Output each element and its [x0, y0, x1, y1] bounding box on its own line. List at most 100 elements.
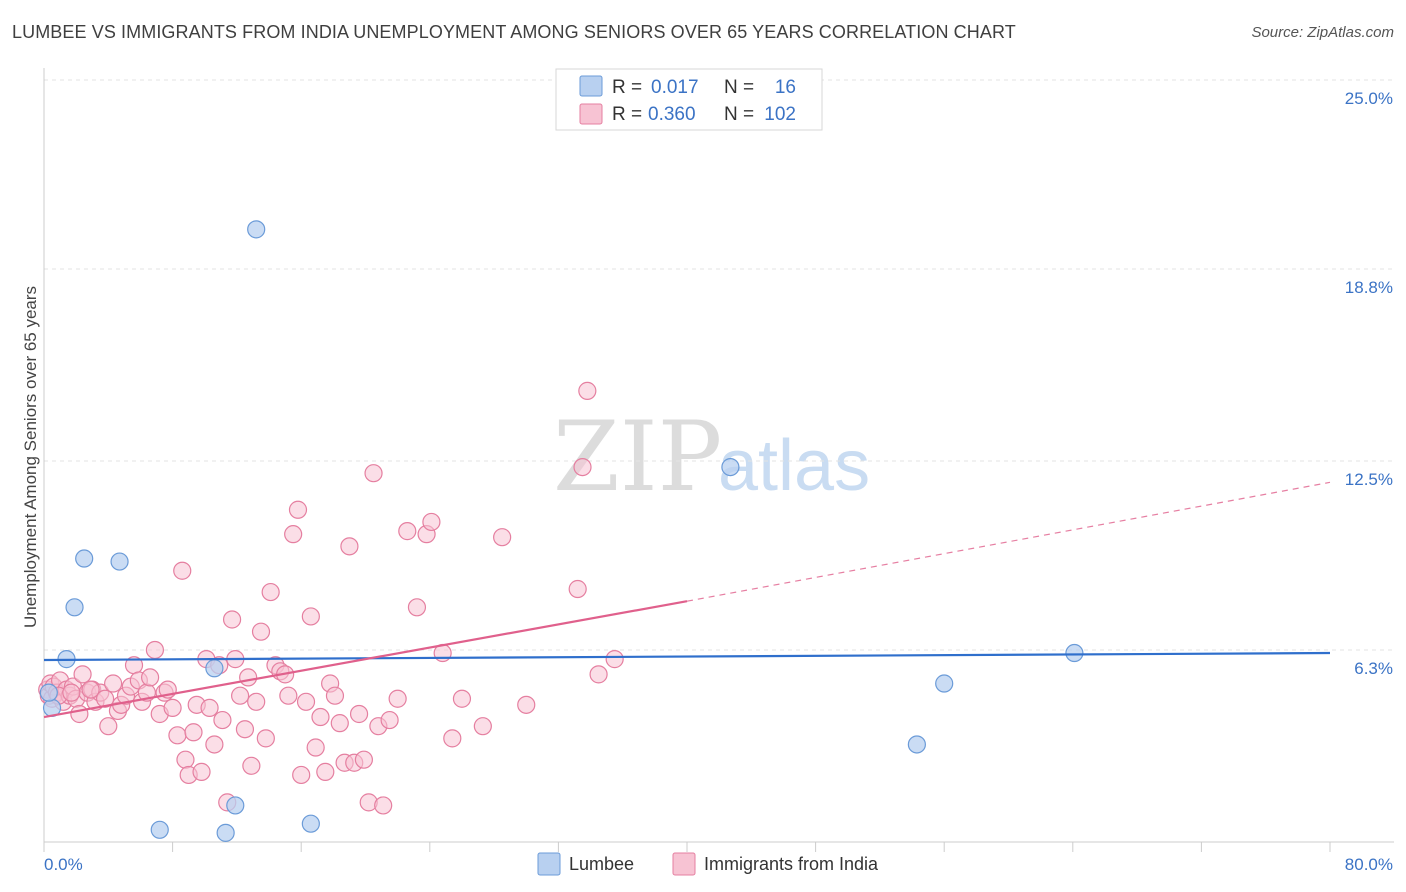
india-point-91 [473, 717, 492, 736]
legend-swatch-india [579, 103, 603, 125]
y-axis-label: Unemployment Among Seniors over 65 years [21, 286, 40, 628]
india-point-98 [605, 650, 624, 669]
india-point-56 [256, 729, 275, 748]
bottom-legend: Lumbee Immigrants from India [537, 852, 879, 876]
india-point-97 [589, 665, 608, 684]
india-point-46 [213, 710, 232, 730]
india-point-43 [200, 698, 219, 717]
india-point-62 [284, 525, 303, 544]
india-point-87 [422, 512, 441, 532]
india-point-39 [184, 723, 203, 742]
bottom-legend-lumbee: Lumbee [569, 854, 634, 874]
lumbee-point-6 [205, 659, 224, 678]
india-point-54 [247, 692, 266, 711]
india-point-71 [325, 686, 345, 705]
watermark: ZIP atlas [553, 401, 870, 513]
india-point-92 [493, 528, 512, 547]
india-point-85 [407, 598, 427, 617]
india-point-57 [261, 582, 280, 602]
lumbee-point-10 [301, 814, 320, 833]
lumbee-point-9 [247, 220, 266, 239]
bottom-legend-swatch-india [672, 852, 696, 876]
lumbee-point-8 [226, 796, 245, 815]
lumbee-point-5 [150, 820, 169, 839]
india-point-90 [452, 689, 472, 708]
india-point-81 [374, 796, 393, 815]
india-point-65 [296, 692, 316, 711]
legend-n-value-lumbee: 16 [775, 77, 796, 98]
india-point-68 [311, 707, 330, 727]
lumbee-point-11 [721, 457, 740, 477]
india-point-83 [388, 689, 407, 708]
legend-r-label-india: R = [612, 104, 642, 125]
india-point-51 [235, 720, 255, 739]
india-point-18 [95, 689, 115, 708]
chart-title: LUMBEE VS IMMIGRANTS FROM INDIA UNEMPLOY… [12, 22, 1016, 42]
india-point-50 [231, 686, 250, 705]
india-point-64 [292, 765, 311, 785]
india-point-95 [573, 457, 592, 477]
india-point-41 [192, 762, 211, 781]
lumbee-points [39, 220, 1084, 842]
watermark-zip: ZIP [553, 401, 722, 513]
india-point-82 [380, 710, 399, 730]
india-point-76 [349, 704, 369, 724]
india-point-79 [364, 464, 383, 483]
y-tick-labels: 6.3% 12.5% 18.8% 25.0% [1345, 89, 1393, 678]
y-tick-label-1: 12.5% [1345, 470, 1393, 489]
lumbee-point-2 [65, 598, 84, 617]
india-point-37 [176, 750, 195, 769]
legend-r-value-india: 0.360 [648, 104, 696, 125]
y-tick-label-2: 18.8% [1345, 278, 1393, 297]
india-point-13 [73, 665, 92, 684]
x-tick-label-max: 80.0% [1345, 855, 1393, 874]
india-point-89 [443, 729, 462, 748]
legend-n-label-india: N = [724, 104, 754, 125]
india-point-52 [239, 668, 258, 687]
india-point-34 [163, 698, 182, 717]
india-point-66 [301, 607, 320, 626]
india-point-20 [104, 674, 123, 693]
lumbee-point-12 [907, 735, 926, 754]
legend-n-label-lumbee: N = [724, 77, 754, 98]
lumbee-point-7 [216, 823, 235, 842]
axes [43, 68, 1394, 852]
lumbee-point-14 [1065, 643, 1084, 663]
grid [44, 79, 1394, 651]
india-point-44 [205, 735, 224, 754]
india-point-74 [340, 537, 359, 556]
india-point-36 [173, 561, 192, 580]
bottom-legend-swatch-lumbee [537, 852, 561, 876]
india-point-93 [517, 695, 536, 714]
india-point-30 [145, 640, 165, 660]
india-trend-extension [686, 481, 1331, 602]
india-point-67 [306, 738, 325, 757]
lumbee-point-4 [110, 552, 129, 571]
india-point-35 [168, 726, 187, 745]
legend-swatch-lumbee [579, 75, 603, 97]
india-point-94 [568, 579, 587, 599]
lumbee-point-15 [39, 683, 58, 702]
india-point-19 [99, 717, 118, 736]
lumbee-point-3 [75, 549, 94, 568]
legend-r-value-lumbee: 0.017 [651, 77, 699, 98]
watermark-atlas: atlas [718, 426, 870, 506]
india-point-61 [279, 686, 298, 705]
x-tick-label-min: 0.0% [44, 855, 83, 874]
india-point-96 [578, 381, 597, 400]
x-tick-labels: 0.0% 80.0% [44, 855, 1393, 874]
india-points [38, 381, 624, 815]
y-tick-label-3: 25.0% [1345, 89, 1393, 108]
india-point-69 [316, 762, 335, 781]
india-trend-line [43, 600, 688, 719]
india-point-84 [398, 522, 417, 541]
source-credit: Source: ZipAtlas.com [1251, 24, 1394, 41]
india-point-100 [81, 680, 100, 699]
legend: R = 0.017 N = 16 R = 0.360 N = 102 [555, 68, 823, 131]
india-point-101 [62, 683, 81, 702]
lumbee-trend-line [43, 651, 1331, 662]
trend-lines [43, 481, 1331, 719]
india-point-63 [288, 500, 308, 519]
y-tick-label-0: 6.3% [1354, 659, 1393, 678]
india-point-77 [354, 750, 373, 769]
